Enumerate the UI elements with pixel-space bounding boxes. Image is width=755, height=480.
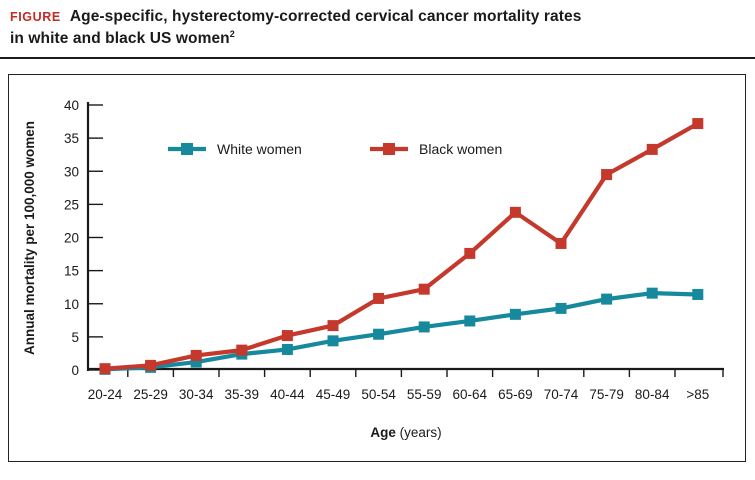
y-tick-label: 25 [64, 197, 79, 212]
series-line-white-women [102, 291, 700, 372]
reference-superscript: 2 [229, 28, 235, 39]
y-tick-label: 5 [71, 330, 79, 345]
x-axis-title: Age (years) [370, 425, 441, 440]
data-point-marker-black-women [692, 118, 704, 130]
x-tick-label: >85 [686, 387, 709, 402]
y-tick-label: 15 [64, 264, 79, 279]
data-point-marker-black-women [99, 363, 111, 375]
data-point-marker-white-women [373, 328, 385, 340]
data-point-marker-black-women [327, 320, 339, 332]
x-tick-label: 40-44 [270, 387, 305, 402]
y-tick-label: 20 [64, 231, 79, 246]
y-axis-title: Annual mortality per 100,000 women [22, 121, 37, 355]
data-point-marker-black-women [464, 247, 476, 259]
data-point-marker-black-women [646, 143, 658, 155]
x-tick-label: 75-79 [589, 387, 624, 402]
figure-label: FIGURE [10, 10, 61, 24]
figure-header: FIGURE Age-specific, hysterectomy-correct… [10, 6, 740, 50]
data-point-marker-white-women [281, 343, 293, 355]
data-point-marker-black-women [373, 292, 385, 304]
y-tick-label: 10 [64, 297, 79, 312]
y-tick-label: 30 [64, 164, 79, 179]
line-chart-canvas: 0 5 10 15 20 25 30 35 40 20-24 25-29 30-34 35-39 40-4… [22, 98, 724, 440]
data-point-marker-black-women [236, 344, 248, 356]
legend-marker-swatch [181, 143, 193, 155]
x-tick-label: 45-49 [316, 387, 351, 402]
legend-label: Black women [419, 141, 502, 157]
data-point-marker-white-women [418, 321, 430, 333]
data-point-marker-black-women [145, 359, 157, 371]
data-point-marker-black-women [281, 330, 293, 342]
figure-title-line1: Age-specific, hysterectomy-corrected cer… [69, 8, 582, 25]
data-point-marker-white-women [555, 302, 567, 314]
x-tick-label: 80-84 [635, 387, 670, 402]
data-point-marker-white-women [464, 315, 476, 327]
legend-item-black-women: Black women [370, 141, 502, 157]
x-tick-label: 20-24 [88, 387, 123, 402]
data-point-marker-black-women [418, 283, 430, 295]
x-tick-label: 65-69 [498, 387, 533, 402]
legend-item-white-women: White women [168, 141, 302, 157]
data-point-marker-black-women [555, 237, 567, 249]
y-tick-label: 35 [64, 131, 79, 146]
data-point-marker-white-women [190, 356, 202, 368]
series-line-black-women [102, 121, 700, 371]
x-tick-label: 35-39 [225, 387, 260, 402]
x-tick-label: 30-34 [179, 387, 214, 402]
data-point-marker-black-women [601, 169, 613, 181]
data-point-marker-white-women [327, 335, 339, 347]
y-tick-label: 40 [64, 98, 79, 113]
data-point-marker-black-women [509, 206, 521, 218]
chart-box: 0 5 10 15 20 25 30 35 40 20-24 25-29 30-34 35-39 40-4… [8, 74, 746, 462]
legend-marker-swatch [383, 143, 395, 155]
legend-label: White women [217, 141, 302, 157]
data-point-marker-white-women [601, 293, 613, 305]
data-point-marker-white-women [646, 287, 658, 299]
data-point-marker-white-women [692, 288, 704, 300]
y-tick-label: 0 [71, 363, 79, 378]
x-tick-label: 55-59 [407, 387, 442, 402]
header-divider [0, 57, 755, 59]
x-tick-label: 70-74 [544, 387, 579, 402]
figure-title-line2: in white and black US women2 [10, 28, 235, 47]
x-tick-label: 60-64 [453, 387, 488, 402]
x-tick-label: 25-29 [133, 387, 168, 402]
data-point-marker-black-women [190, 349, 202, 361]
x-tick-label: 50-54 [361, 387, 396, 402]
data-point-marker-white-women [509, 308, 521, 320]
